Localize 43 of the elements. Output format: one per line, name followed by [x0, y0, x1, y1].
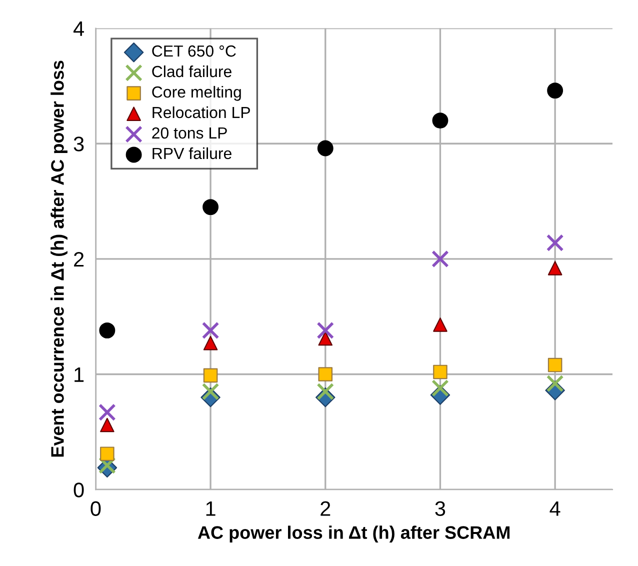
y-tick-label: 1 — [74, 367, 84, 382]
point — [432, 379, 449, 397]
point — [316, 382, 334, 400]
point — [548, 261, 562, 276]
point — [202, 322, 220, 340]
point — [318, 331, 333, 346]
x-tick-label: 0 — [90, 501, 101, 516]
legend-label: Clad failure — [152, 65, 232, 78]
y-tick-label: 4 — [73, 22, 84, 36]
point — [318, 367, 333, 382]
point — [433, 364, 448, 380]
point — [202, 382, 220, 400]
point — [433, 318, 448, 332]
point — [432, 112, 448, 129]
y-axis-title: Event occurrence in Δt (h) after AC power loss — [50, 60, 68, 457]
legend-label: Core melting — [152, 86, 241, 101]
x-tick-label: 4 — [550, 501, 560, 516]
x-axis-title: AC power loss in Δt (h) after SCRAM — [198, 526, 510, 543]
point — [100, 418, 114, 432]
y-tick-label: 3 — [74, 136, 84, 152]
point — [202, 199, 219, 216]
legend-label: RPV failure — [152, 147, 232, 160]
y-tick-label: 2 — [74, 252, 84, 266]
point — [99, 322, 116, 338]
y-tick-label: 0 — [74, 482, 84, 498]
legend-label: Relocation LP — [152, 106, 250, 118]
point — [432, 250, 449, 268]
point — [316, 322, 334, 340]
point — [98, 404, 116, 421]
point — [546, 374, 564, 392]
x-tick-label: 1 — [206, 501, 216, 516]
point — [203, 336, 218, 350]
point — [546, 234, 564, 252]
point — [100, 446, 114, 461]
legend-label: 20 tons LP — [152, 127, 227, 139]
point — [203, 368, 218, 383]
x-tick-label: 3 — [435, 501, 446, 516]
point — [98, 456, 116, 474]
x-tick-label: 2 — [320, 501, 330, 516]
point — [547, 82, 564, 99]
point — [548, 358, 562, 372]
point — [317, 140, 334, 156]
legend-label: CET 650 °C — [152, 45, 236, 57]
